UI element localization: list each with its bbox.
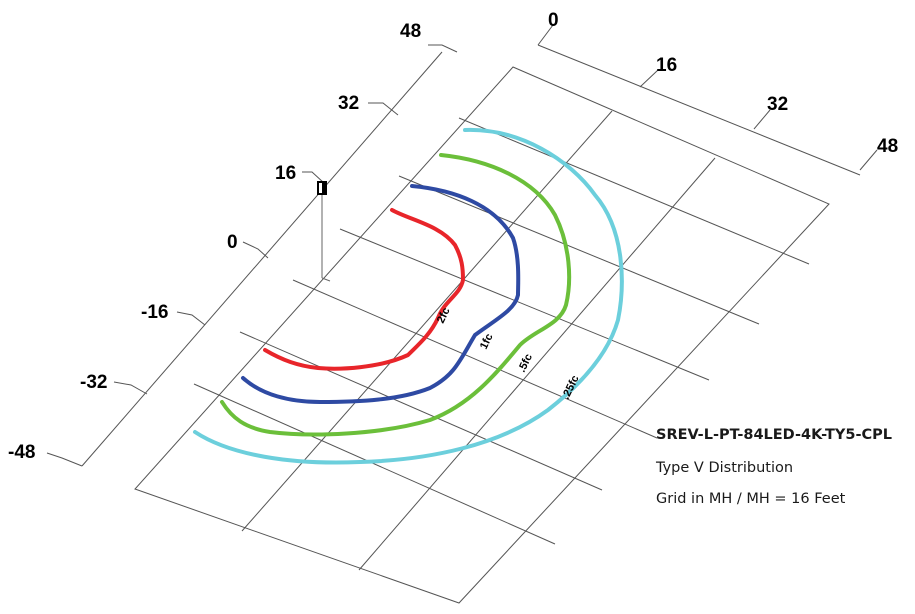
- tick-mark-16: [302, 171, 325, 184]
- ground-grid: [134, 66, 830, 604]
- top-axis-line: [537, 44, 861, 176]
- grid-line-h6: [193, 383, 556, 545]
- contour-025fc: [193, 127, 624, 465]
- contour-1fc: [241, 184, 521, 404]
- tick-label-n32: -32: [80, 372, 107, 393]
- tick-mark-top-0: [537, 24, 554, 46]
- isofootcandle-contours: [193, 127, 624, 465]
- top-axis: [537, 24, 878, 176]
- tick-label-32: 32: [338, 93, 359, 114]
- grid-outline: [134, 66, 830, 604]
- tick-mark-top-16: [639, 69, 659, 88]
- grid-note: Grid in MH / MH = 16 Feet: [656, 491, 846, 507]
- tick-mark-48: [428, 44, 458, 53]
- tick-label-top-32: 32: [767, 94, 788, 115]
- top-tick-labels: 0 16 32 48: [548, 10, 898, 157]
- tick-mark-top-32: [753, 109, 771, 130]
- tick-label-0: 0: [227, 232, 238, 253]
- left-axis: [46, 44, 458, 467]
- tick-label-48: 48: [400, 21, 421, 42]
- contour-labels: 2fc 1fc .5fc .25fc: [435, 306, 582, 402]
- grid-line-h2: [398, 175, 760, 325]
- left-axis-line: [81, 51, 443, 467]
- luminaire-icon-highlight: [319, 183, 322, 193]
- contour-05fc: [220, 153, 572, 437]
- left-tick-labels: 48 32 16 0 -16 -32 -48: [8, 21, 421, 463]
- tick-label-top-48: 48: [877, 136, 898, 157]
- tick-mark-32: [368, 102, 399, 116]
- contour-label-025fc: .25fc: [560, 374, 582, 402]
- grid-line-h1: [458, 117, 810, 265]
- distribution-type: Type V Distribution: [656, 460, 794, 476]
- fixture-title: SREV-L-PT-84LED-4K-TY5-CPL: [656, 427, 892, 443]
- luminaire-pole: [317, 181, 331, 282]
- grid-line-h4: [292, 279, 658, 439]
- tick-mark-0: [242, 241, 269, 259]
- tick-mark-n48: [46, 452, 83, 467]
- tick-mark-top-48: [859, 149, 878, 171]
- contour-label-05fc: .5fc: [516, 352, 535, 374]
- contour-label-1fc: 1fc: [478, 332, 496, 352]
- grid-line-h5: [239, 331, 603, 491]
- tick-label-top-16: 16: [656, 55, 677, 76]
- tick-label-n16: -16: [141, 302, 168, 323]
- grid-line-h3: [339, 228, 710, 381]
- tick-mark-n32: [113, 381, 148, 395]
- contour-2fc: [263, 208, 465, 371]
- grid-line-v2: [358, 157, 716, 571]
- tick-label-n48: -48: [8, 442, 35, 463]
- pole-base: [321, 277, 331, 282]
- tick-label-16: 16: [275, 163, 296, 184]
- tick-mark-n16: [176, 311, 206, 326]
- tick-label-top-0: 0: [548, 10, 559, 31]
